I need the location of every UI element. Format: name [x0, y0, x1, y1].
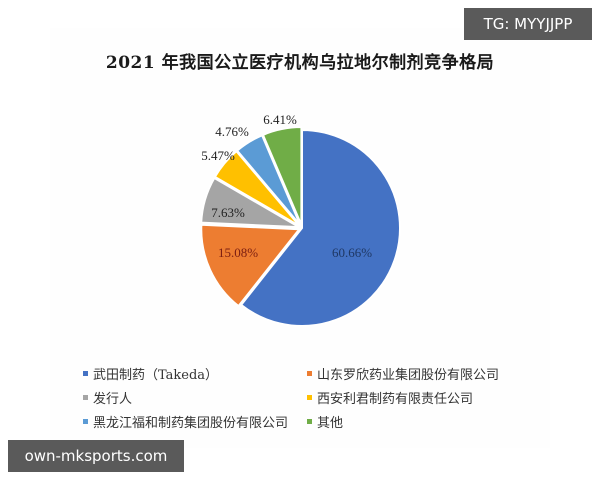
legend-label: 其他 — [317, 416, 344, 431]
legend-item-xian-lijun: 西安利君制药有限责任公司 — [307, 388, 473, 407]
pie-slice-label: 60.66% — [332, 245, 372, 260]
pie-slice-label: 7.63% — [211, 205, 245, 220]
pie-slice-label: 5.47% — [201, 148, 235, 163]
pie-slice — [235, 133, 302, 227]
pie-slice — [200, 223, 302, 308]
legend-swatch-icon — [83, 395, 88, 400]
pie-slice — [200, 176, 300, 229]
legend-swatch-icon — [83, 371, 88, 376]
legend-swatch-icon — [307, 371, 312, 376]
legend-swatch-icon — [307, 419, 312, 424]
pie-slice-label: 4.76% — [215, 124, 249, 139]
legend-label: 西安利君制药有限责任公司 — [317, 392, 474, 407]
legend-item-others: 其他 — [307, 412, 343, 431]
watermark-site: own-mksports.com — [8, 440, 184, 472]
legend-item-takeda: 武田制药（Takeda） — [83, 364, 218, 383]
pie-slice — [239, 128, 401, 327]
legend-swatch-icon — [307, 395, 312, 400]
pie-slice — [261, 126, 303, 226]
legend-item-issuer: 发行人 — [83, 388, 132, 407]
legend-item-shandong-luoxin: 山东罗欣药业集团股份有限公司 — [307, 364, 499, 383]
legend-label: 发行人 — [93, 392, 133, 407]
chart-title: 2021 年我国公立医疗机构乌拉地尔制剂竞争格局 — [105, 53, 495, 73]
legend-label: 武田制药（Takeda） — [93, 368, 219, 383]
legend-swatch-icon — [83, 419, 88, 424]
pie-slice-labels: 60.66% 15.08% 7.63% 5.47% 4.76% 6.41% — [201, 112, 372, 260]
legend-label: 黑龙江福和制药集团股份有限公司 — [93, 416, 289, 431]
pie-slices — [200, 126, 401, 327]
watermark-telegram: TG: MYYJJPP — [464, 8, 592, 40]
legend-label: 山东罗欣药业集团股份有限公司 — [317, 368, 500, 383]
pie-slice-label: 15.08% — [218, 245, 258, 260]
legend-item-heilongjiang-fuhe: 黑龙江福和制药集团股份有限公司 — [83, 412, 288, 431]
pie-slice-label: 6.41% — [263, 112, 297, 127]
